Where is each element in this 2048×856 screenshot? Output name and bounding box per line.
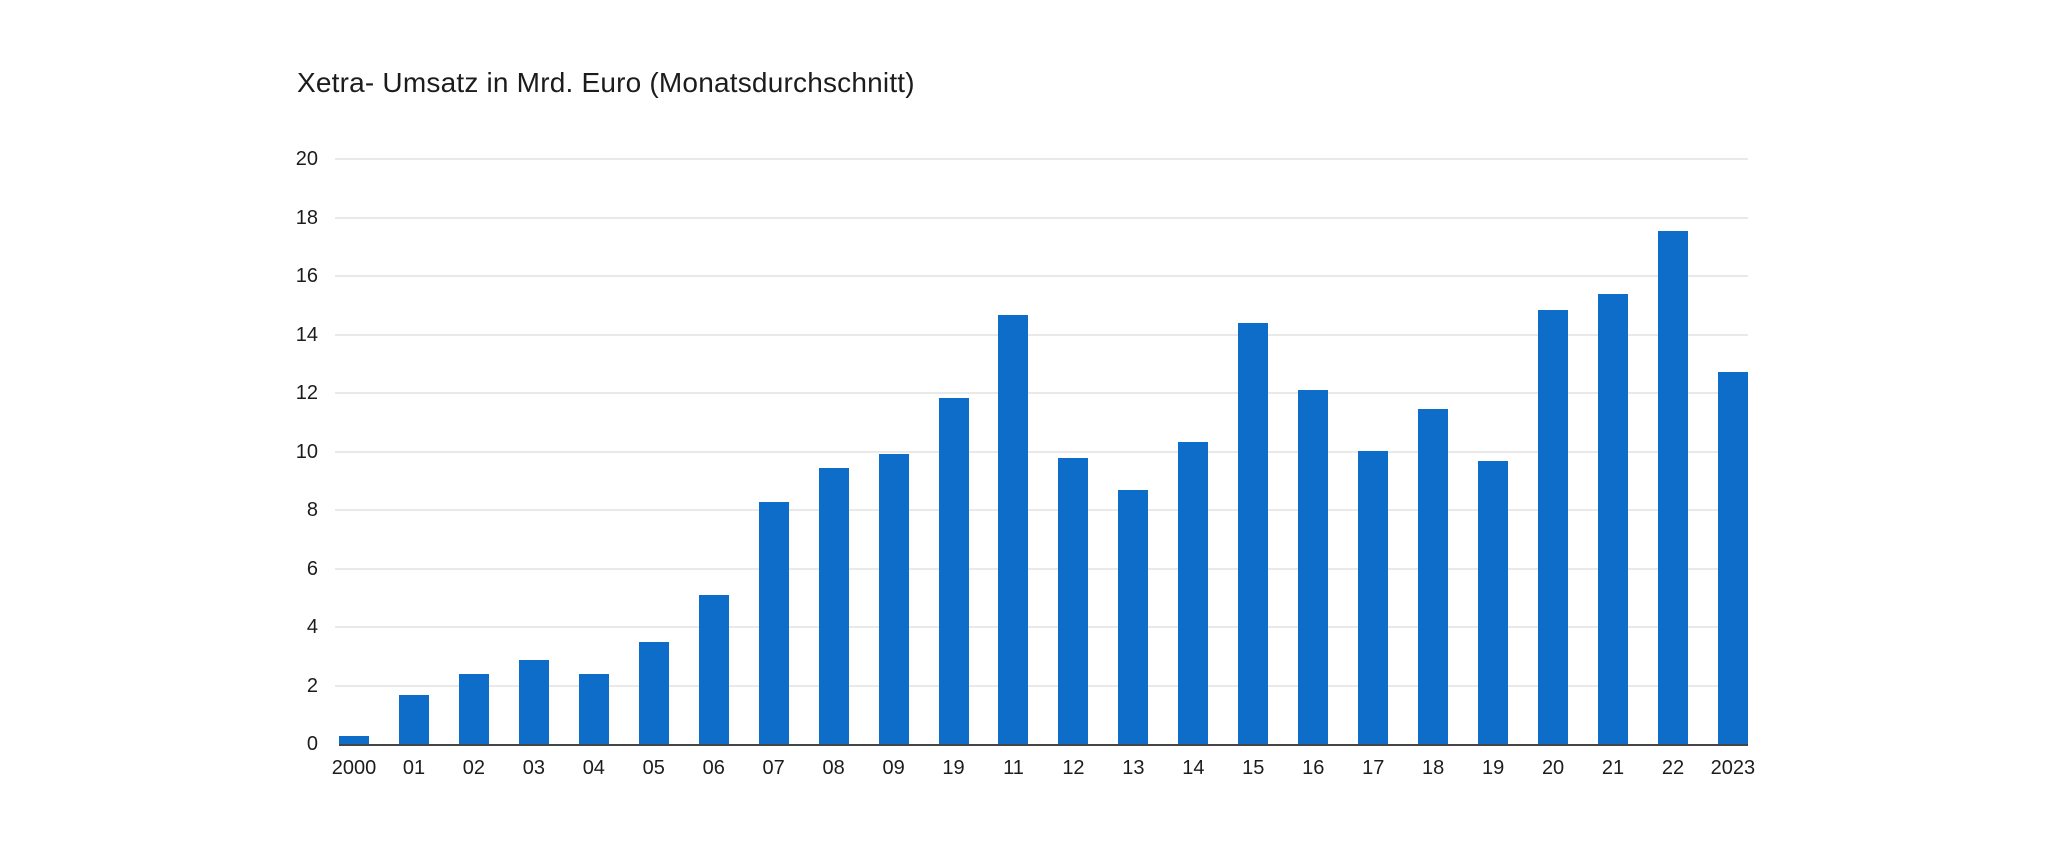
x-tick-label: 11 <box>1003 757 1024 779</box>
y-tick-label: 14 <box>295 323 318 346</box>
y-tick-label: 4 <box>306 616 318 638</box>
x-tick-label: 12 <box>1062 757 1085 779</box>
gridline-14 <box>335 333 1748 336</box>
bar-19-19 <box>1478 460 1509 744</box>
y-axis: 0 2 4 6 8 10 12 14 16 18 20 <box>0 149 318 754</box>
bar-17-17 <box>1358 450 1389 744</box>
x-tick-label: 07 <box>762 757 785 779</box>
x-tick-label: 2023 <box>1710 757 1756 779</box>
y-tick-label: 2 <box>306 674 318 697</box>
gridline-6 <box>335 567 1748 570</box>
x-tick-label: 2000 <box>331 757 377 779</box>
gridline-10 <box>335 450 1748 453</box>
x-tick-label: 14 <box>1182 757 1205 779</box>
bar-2000-0 <box>339 736 369 744</box>
x-axis: 2000 01 02 03 04 05 06 07 08 09 19 11 12 13 14 15 16 17 18… <box>331 756 1756 780</box>
y-tick-label: 12 <box>295 382 318 404</box>
x-tick-label: 08 <box>822 757 845 779</box>
chart-title: Xetra- Umsatz in Mrd. Euro (Monatsdurchs… <box>297 67 915 98</box>
x-tick-label: 02 <box>462 757 486 779</box>
gridline-8 <box>335 509 1748 511</box>
gridline-16 <box>335 275 1748 277</box>
y-tick-label: 6 <box>306 557 318 580</box>
bar-11-11 <box>998 315 1029 744</box>
x-tick-label: 01 <box>402 757 426 779</box>
bar-04-4 <box>578 673 609 744</box>
bar-06-6 <box>698 594 729 744</box>
bar-series <box>339 159 1748 744</box>
x-tick-label: 20 <box>1541 757 1565 779</box>
bar-18-18 <box>1418 408 1449 744</box>
x-tick-label: 06 <box>702 757 725 779</box>
bar-22-22 <box>1657 231 1688 744</box>
x-tick-label: 19 <box>1481 757 1505 779</box>
bar-16-16 <box>1298 390 1329 744</box>
x-tick-label: 21 <box>1601 757 1625 779</box>
y-tick-label: 18 <box>295 206 318 229</box>
x-tick-label: 09 <box>882 757 905 779</box>
bar-15-15 <box>1238 323 1269 744</box>
x-tick-label: 17 <box>1362 757 1385 779</box>
x-tick-label: 05 <box>642 757 665 779</box>
gridline-12 <box>335 392 1748 394</box>
bar-21-21 <box>1598 294 1629 744</box>
x-tick-label: 22 <box>1661 757 1685 779</box>
plot-area <box>335 158 1748 746</box>
y-tick-label: 20 <box>295 148 318 170</box>
bar-09-9 <box>878 453 909 744</box>
y-tick-label: 16 <box>295 265 318 287</box>
y-tick-label: 8 <box>306 499 318 521</box>
x-tick-label: 04 <box>582 757 605 779</box>
bar-05-5 <box>638 641 669 744</box>
gridline-18 <box>335 216 1748 219</box>
bar-14-14 <box>1178 442 1209 744</box>
bar-12-12 <box>1058 458 1089 744</box>
bar-13-13 <box>1118 489 1149 744</box>
gridline-2 <box>335 684 1748 687</box>
bar-01-1 <box>398 694 429 744</box>
x-tick-label: 19 <box>942 757 965 779</box>
x-tick-label: 18 <box>1422 757 1445 779</box>
bar-02-2 <box>458 673 489 744</box>
x-tick-label: 16 <box>1302 757 1325 779</box>
bar-03-3 <box>518 659 549 744</box>
gridline-4 <box>335 626 1748 628</box>
bar-19-10 <box>938 398 969 744</box>
x-tick-label: 15 <box>1242 757 1265 779</box>
y-tick-label: 10 <box>295 440 318 463</box>
gridline-20 <box>335 158 1748 160</box>
bar-20-20 <box>1538 310 1569 744</box>
bar-08-8 <box>818 468 849 744</box>
x-tick-label: 13 <box>1122 757 1145 779</box>
bar-07-7 <box>758 501 789 744</box>
y-tick-label: 0 <box>306 733 318 755</box>
x-tick-label: 03 <box>522 757 545 779</box>
bar-2023-23 <box>1717 372 1748 744</box>
